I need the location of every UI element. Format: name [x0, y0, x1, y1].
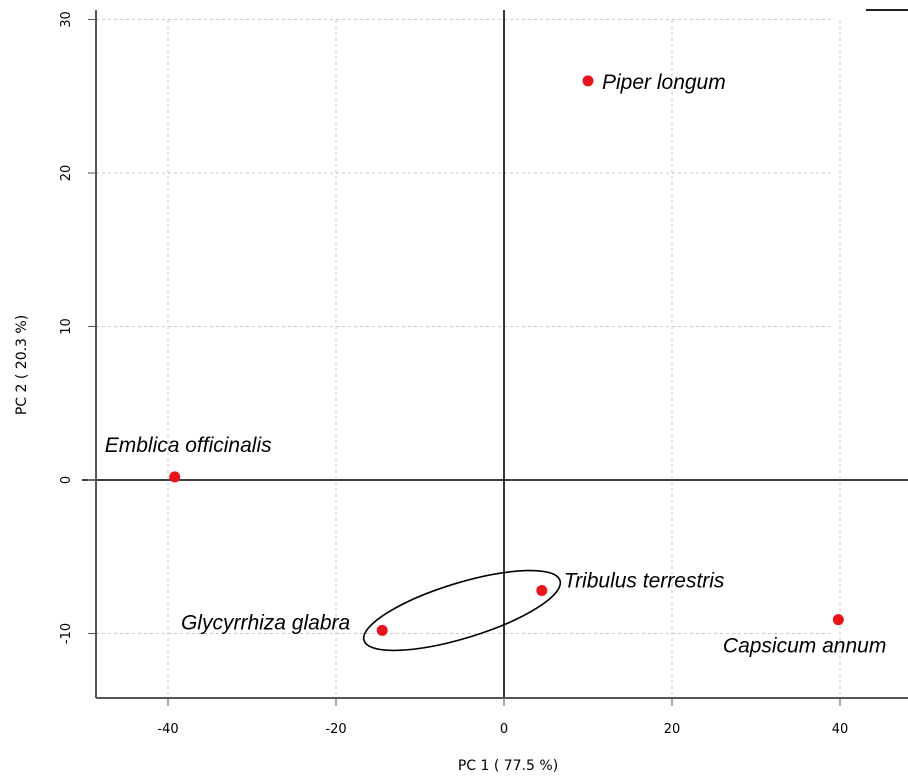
- x-tick-label: -40: [157, 722, 178, 737]
- data-point: [582, 75, 594, 87]
- x-axis-title: PC 1 ( 77.5 %): [458, 758, 558, 774]
- x-tick-label: 20: [664, 722, 681, 737]
- data-points: [169, 75, 844, 636]
- grid-lines: [96, 19, 841, 698]
- point-label: Tribulus terrestris: [564, 570, 725, 593]
- axis-ticks: -40 -20 0 20 40 -10 0 10 20 30: [59, 11, 848, 737]
- x-tick-label: 40: [832, 722, 849, 737]
- y-tick-label: -10: [59, 623, 74, 644]
- y-tick-label: 30: [59, 11, 74, 28]
- y-axis-title: PC 2 ( 20.3 %): [14, 315, 30, 415]
- confidence-ellipse-layer: [362, 569, 562, 652]
- point-label: Glycyrrhiza glabra: [181, 611, 350, 634]
- point-label: Capsicum annum: [723, 635, 886, 658]
- point-label: Emblica officinalis: [105, 434, 272, 457]
- point-labels: Piper longum Emblica officinalis Tribulus …: [105, 71, 887, 658]
- y-tick-label: 0: [59, 476, 74, 484]
- x-tick-label: 0: [500, 722, 508, 737]
- data-point: [169, 471, 181, 483]
- reference-lines: [82, 10, 908, 698]
- data-point: [832, 614, 844, 626]
- data-point: [376, 624, 388, 636]
- y-tick-label: 20: [59, 165, 74, 182]
- confidence-ellipse: [362, 569, 562, 652]
- point-label: Piper longum: [602, 71, 726, 94]
- plot-frame: [95, 9, 908, 699]
- y-tick-label: 10: [59, 318, 74, 335]
- data-point: [536, 585, 548, 597]
- x-tick-label: -20: [325, 722, 346, 737]
